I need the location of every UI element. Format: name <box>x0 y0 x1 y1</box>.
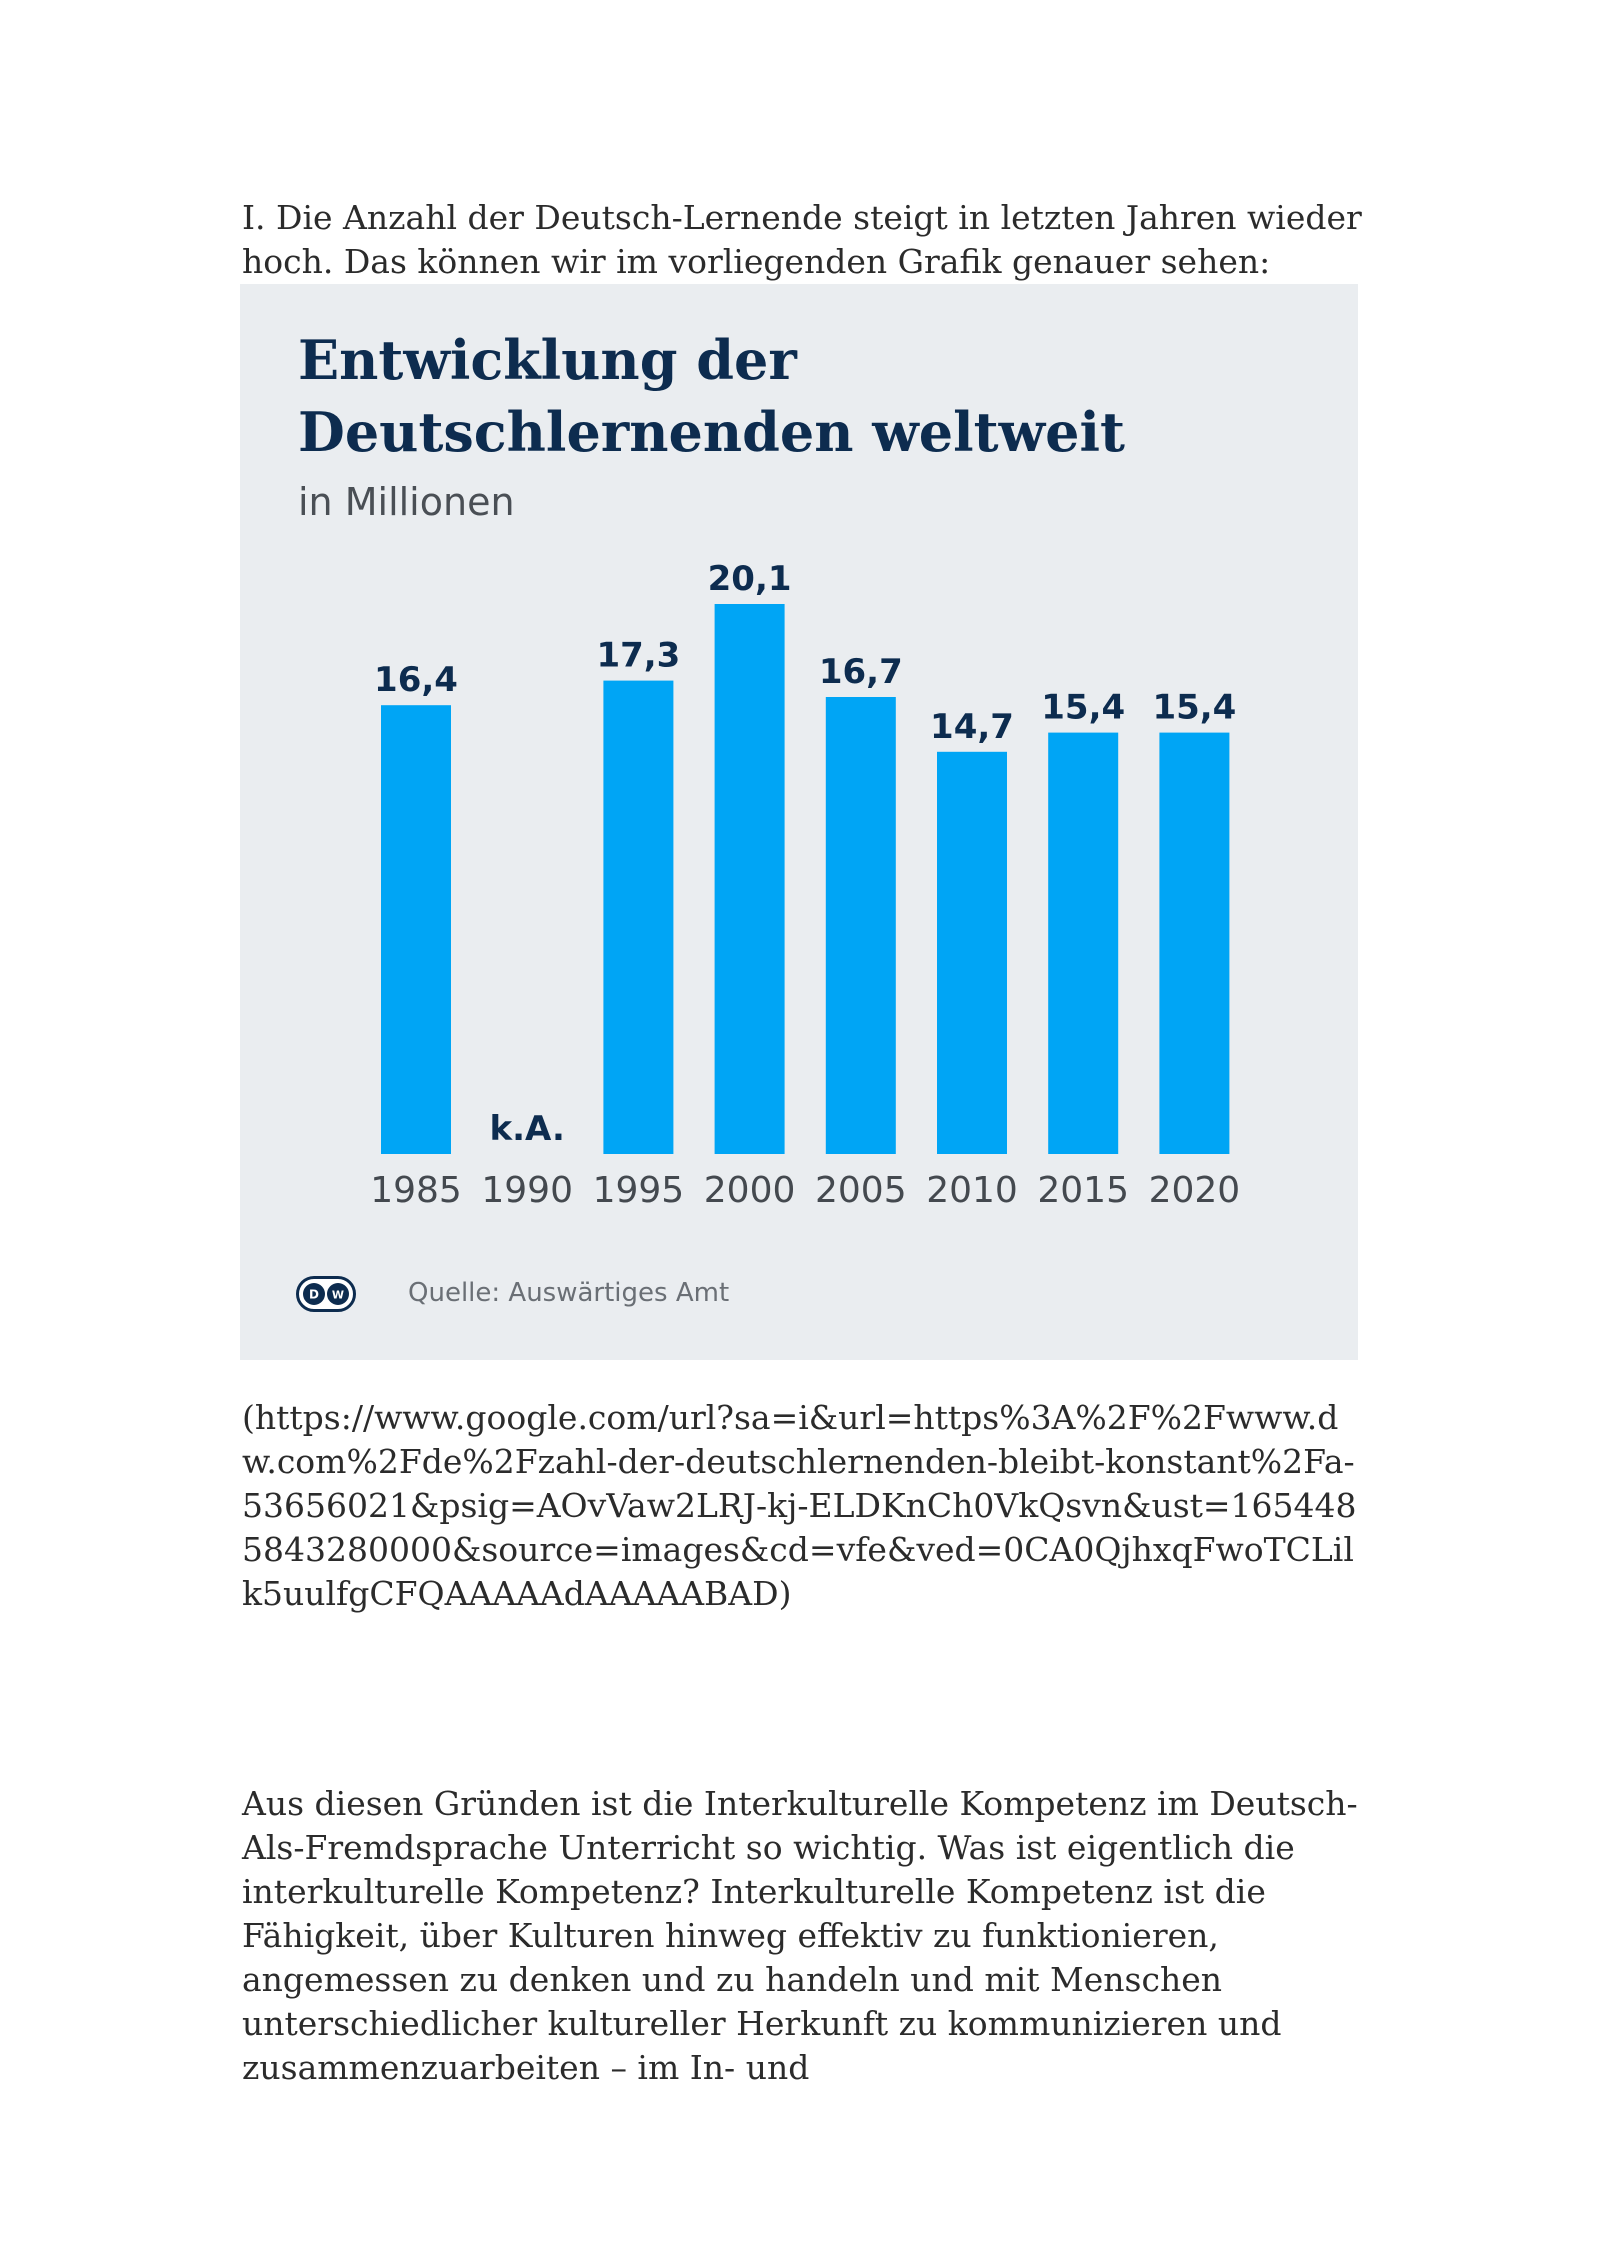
dw-logo-letter-w: W <box>332 1289 344 1302</box>
x-tick-2015: 2015 <box>1037 1170 1129 1211</box>
value-label-2020: 15,4 <box>1152 688 1236 728</box>
value-label-2010: 14,7 <box>930 707 1014 747</box>
bar-2005 <box>825 697 896 1154</box>
x-tick-2010: 2010 <box>926 1170 1018 1211</box>
bar-1995 <box>603 680 674 1154</box>
body-paragraph: Aus diesen Gründen ist die Interkulturel… <box>242 1784 1358 2087</box>
x-tick-2000: 2000 <box>704 1170 796 1211</box>
source-url: (https://www.google.com/url?sa=i&url=htt… <box>242 1398 1357 1613</box>
dw-logo: D W <box>296 1276 356 1312</box>
chart-figure: Entwicklung der Deutschlernenden weltwei… <box>240 284 1358 1360</box>
bar-chart: 16,4 1985 k.A. 1990 17,3 1995 20,1 2000 16,7 2005… <box>370 559 1241 1211</box>
dw-logo-letter-d: D <box>309 1288 319 1302</box>
x-tick-1990: 1990 <box>481 1170 573 1211</box>
intro-paragraph: I. Die Anzahl der Deutsch-Lernende steig… <box>242 198 1362 281</box>
bar-1985 <box>381 705 451 1154</box>
chart-subtitle: in Millionen <box>298 480 515 524</box>
value-label-1985: 16,4 <box>374 660 458 700</box>
value-label-2015: 15,4 <box>1041 688 1125 728</box>
chart-title: Entwicklung der Deutschlernenden weltwei… <box>298 328 1125 464</box>
value-label-1995: 17,3 <box>596 636 680 676</box>
value-label-1990: k.A. <box>490 1109 565 1149</box>
x-tick-1985: 1985 <box>370 1170 462 1211</box>
x-tick-1995: 1995 <box>593 1170 685 1211</box>
chart-source: Quelle: Auswärtiges Amt <box>408 1278 730 1308</box>
bar-2000 <box>714 604 785 1154</box>
bar-2015 <box>1048 732 1119 1154</box>
x-tick-2005: 2005 <box>815 1170 907 1211</box>
bar-2010 <box>937 751 1007 1154</box>
value-label-2000: 20,1 <box>708 559 792 599</box>
bar-2020 <box>1159 732 1230 1154</box>
x-tick-2020: 2020 <box>1149 1170 1241 1211</box>
value-label-2005: 16,7 <box>819 652 903 692</box>
